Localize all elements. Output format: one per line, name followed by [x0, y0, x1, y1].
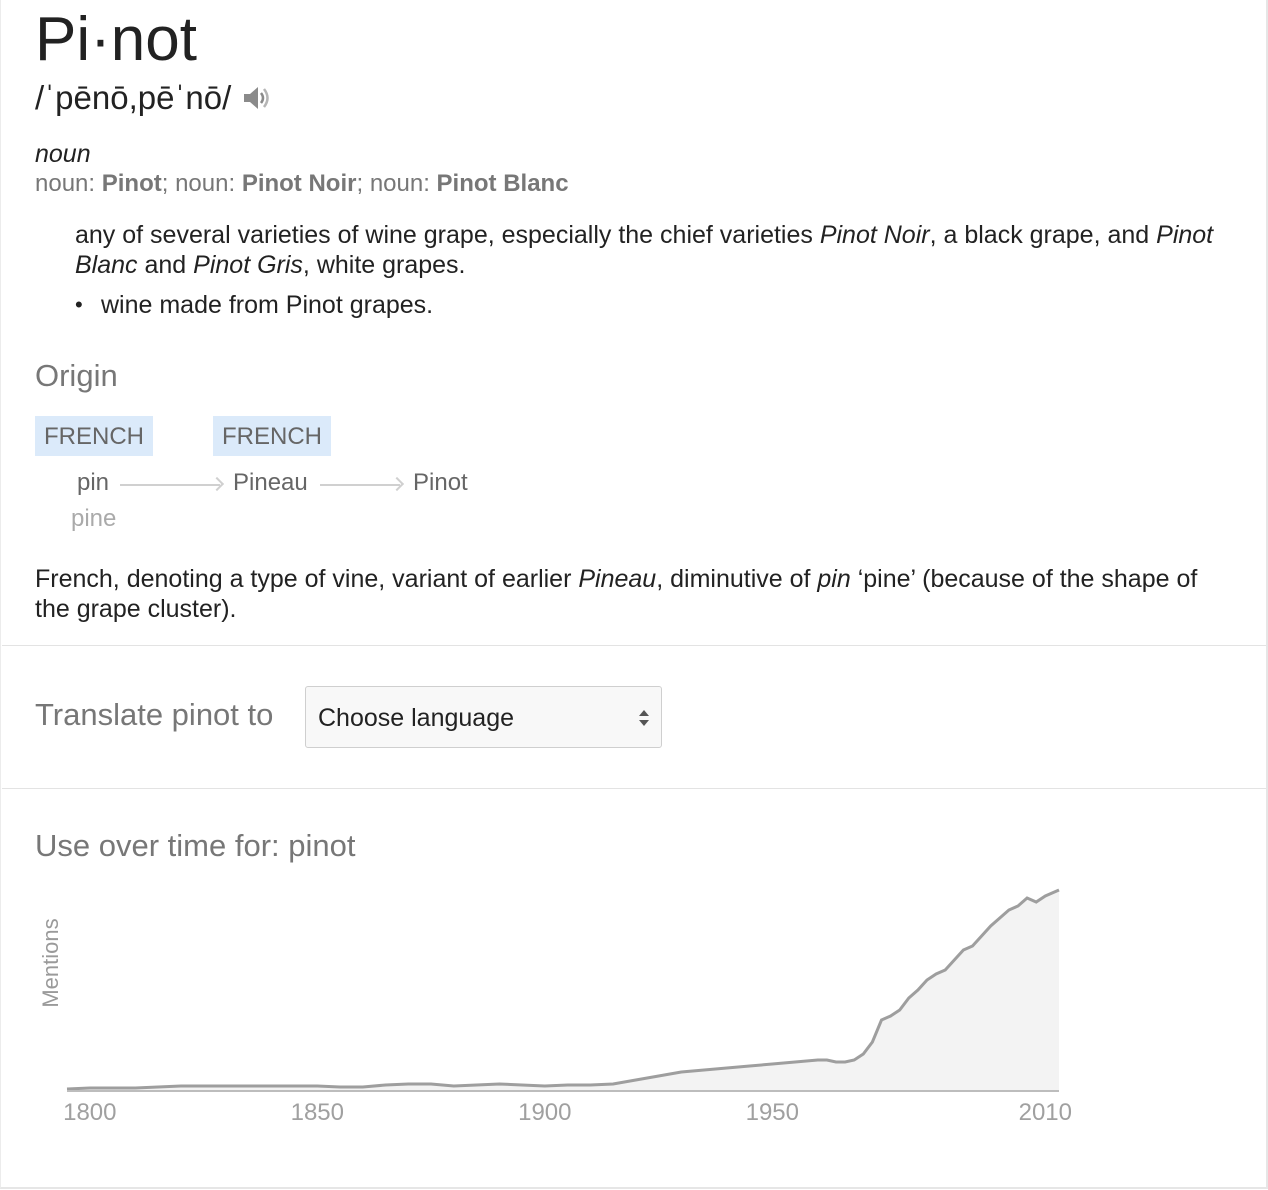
speaker-icon[interactable]	[241, 82, 273, 114]
usage-area-fill	[67, 890, 1059, 1090]
variant-term: Pinot	[101, 170, 162, 197]
origin-gloss: pine	[71, 505, 117, 532]
origin-arrow-icon	[120, 484, 220, 486]
variant-forms: noun: Pinot; noun: Pinot Noir; noun: Pin…	[35, 170, 569, 198]
origin-text: , diminutive of	[656, 565, 818, 593]
section-divider	[2, 645, 1266, 646]
section-divider	[2, 788, 1266, 789]
variant-prefix: noun:	[175, 170, 242, 197]
definition-text: any of several varieties of wine grape, …	[75, 221, 820, 249]
x-tick-label: 2010	[1019, 1099, 1072, 1126]
variant-separator: ;	[356, 170, 370, 197]
pronunciation: /ˈpēnō,pēˈnō/	[35, 78, 273, 118]
usage-series-line	[66, 888, 1060, 1091]
x-tick-label: 1850	[291, 1099, 344, 1126]
origin-italic: Pineau	[578, 565, 657, 593]
definition-text: , a black grape, and	[929, 221, 1157, 249]
x-tick-label: 1800	[63, 1099, 116, 1126]
select-caret-icon	[639, 710, 649, 726]
origin-description: French, denoting a type of vine, variant…	[35, 564, 1235, 624]
part-of-speech: noun	[35, 140, 91, 168]
sub-definition-text: wine made from Pinot grapes.	[101, 291, 434, 319]
variant-prefix: noun:	[369, 170, 437, 197]
usage-chart: Mentions 1800 1850 1900 1950 2010	[38, 888, 1072, 1126]
origin-arrow-icon	[320, 484, 400, 486]
x-tick-label: 1900	[518, 1099, 571, 1126]
variant-prefix: noun:	[35, 170, 102, 197]
origin-text: French, denoting a type of vine, variant…	[35, 565, 579, 593]
definition-text: and	[137, 251, 194, 279]
origin-italic: pin	[817, 565, 851, 593]
sub-definition: • wine made from Pinot grapes.	[75, 290, 433, 320]
language-select-value: Choose language	[318, 704, 514, 732]
variant-term: Pinot Noir	[241, 170, 357, 197]
variant-term: Pinot Blanc	[436, 170, 569, 197]
headword: Pi·not	[35, 5, 197, 74]
origin-word: Pineau	[233, 469, 308, 496]
translate-label: Translate pinot to	[35, 697, 274, 732]
origin-language-tag: FRENCH	[35, 416, 153, 456]
origin-language-tag: FRENCH	[213, 416, 331, 456]
x-tick-label: 1950	[746, 1099, 799, 1126]
definition-italic: Pinot Noir	[819, 221, 930, 249]
origin-text: ‘pine’ (because of the shape of the grap…	[35, 565, 1198, 623]
origin-word: Pinot	[413, 469, 468, 496]
y-axis-label: Mentions	[38, 918, 63, 1007]
definition: any of several varieties of wine grape, …	[75, 220, 1225, 280]
language-select[interactable]: Choose language	[305, 686, 662, 748]
definition-italic: Pinot Blanc	[75, 221, 1214, 279]
definition-italic: Pinot Gris	[193, 251, 303, 279]
usage-heading: Use over time for: pinot	[35, 828, 356, 863]
bullet-icon: •	[75, 292, 83, 317]
variant-separator: ;	[161, 170, 176, 197]
definition-text: , white grapes.	[302, 251, 466, 279]
phonetic-spelling: /ˈpēnō,pēˈnō/	[35, 79, 232, 116]
origin-heading: Origin	[35, 358, 118, 393]
origin-word: pin	[77, 469, 110, 496]
